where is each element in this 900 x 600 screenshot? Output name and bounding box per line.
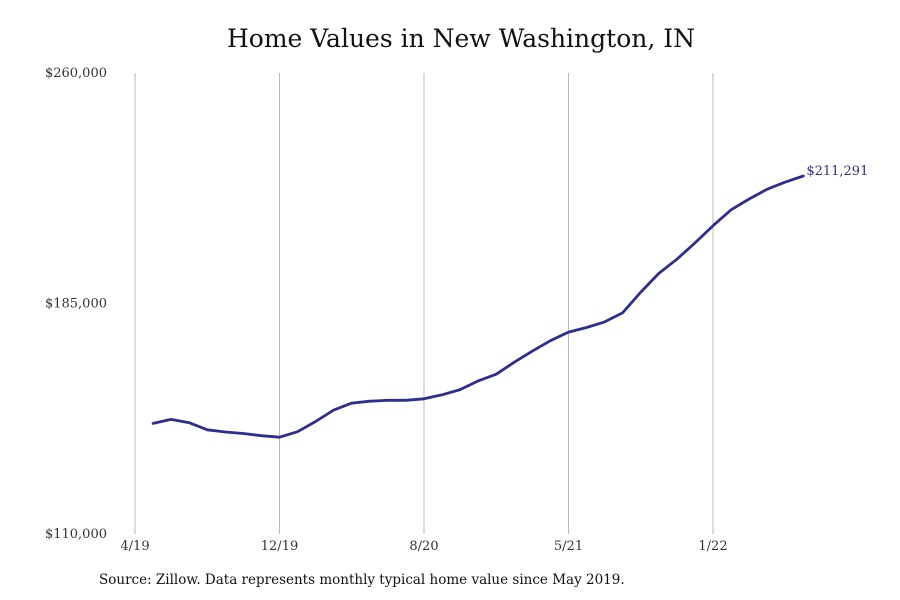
grid-lines bbox=[134, 73, 714, 534]
x-tick-label: 1/22 bbox=[698, 539, 727, 554]
x-tick-label: 8/20 bbox=[409, 539, 438, 554]
series-line bbox=[151, 174, 805, 439]
y-tick-label: $260,000 bbox=[45, 66, 107, 81]
chart-title: Home Values in New Washington, IN bbox=[227, 24, 695, 53]
x-tick-label: 12/19 bbox=[261, 539, 298, 554]
series-layer bbox=[151, 174, 805, 439]
data-label-layer: $211,291 bbox=[806, 164, 868, 179]
x-axis-labels: 4/19 12/19 8/20 5/21 1/22 bbox=[120, 539, 727, 554]
end-value-label: $211,291 bbox=[806, 164, 868, 179]
source-note: Source: Zillow. Data represents monthly … bbox=[99, 572, 625, 588]
y-tick-label: $185,000 bbox=[45, 297, 107, 312]
y-axis-labels: $110,000 $185,000 $260,000 bbox=[45, 66, 107, 542]
x-tick-label: 4/19 bbox=[120, 539, 149, 554]
x-tick-label: 5/21 bbox=[554, 539, 583, 554]
y-tick-label: $110,000 bbox=[45, 527, 107, 542]
